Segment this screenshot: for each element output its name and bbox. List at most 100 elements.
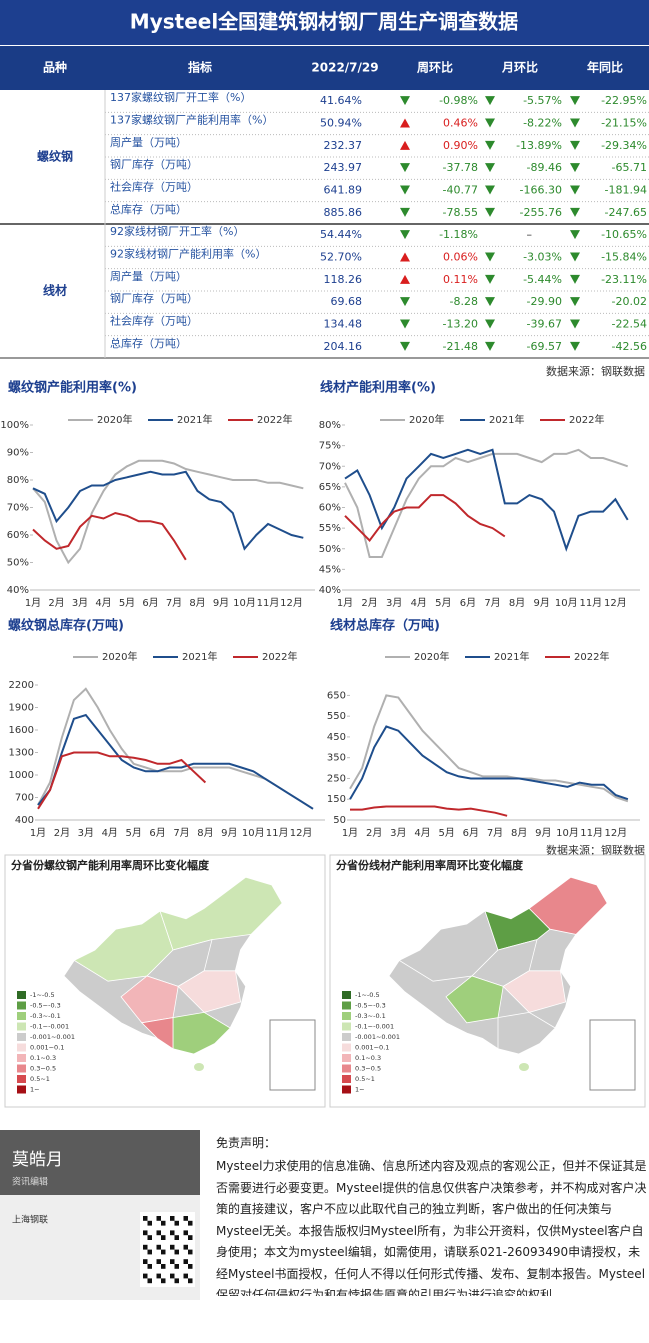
qr-cell	[188, 1264, 193, 1269]
legend-label: -1~-0.5	[355, 991, 380, 999]
y-tick-label: 80%	[319, 420, 341, 431]
y-tick-label: 2200	[9, 680, 34, 691]
x-tick-label: 10月	[556, 827, 579, 839]
arrow-down	[485, 297, 495, 307]
change: -181.94	[605, 184, 647, 197]
legend-swatch	[342, 1075, 351, 1083]
x-tick-label: 9月	[221, 827, 237, 839]
change: -21.48	[443, 340, 478, 353]
table-header	[0, 46, 649, 90]
legend-label: 0.5~1	[30, 1075, 50, 1083]
arrow-down	[570, 274, 580, 284]
qr-cell	[188, 1278, 193, 1284]
arrow-down	[570, 118, 580, 128]
x-tick-label: 2月	[48, 597, 64, 609]
qr-cell	[170, 1216, 175, 1221]
change: -37.78	[443, 161, 478, 174]
arrow-down	[570, 185, 580, 195]
indicator: 社会库存（万吨）	[110, 314, 198, 328]
arrow-down	[400, 96, 410, 106]
change: -22.95%	[601, 94, 647, 107]
arrow-down	[570, 252, 580, 262]
legend-label: -0.3~-0.1	[355, 1012, 386, 1020]
legend-swatch	[342, 1033, 351, 1041]
page-title: Mysteel全国建筑钢材钢厂周生产调查数据	[130, 10, 518, 34]
legend-swatch	[342, 1085, 351, 1094]
change: -10.65%	[601, 228, 647, 241]
qr-cell	[147, 1249, 152, 1255]
qr-cell	[143, 1259, 148, 1264]
author-name: 莫皓月	[12, 1150, 63, 1170]
arrow-down	[570, 207, 580, 217]
qr-cell	[183, 1244, 188, 1250]
value: 232.37	[324, 139, 363, 152]
arrow-down	[485, 118, 495, 128]
legend-label: 2020年	[409, 413, 444, 426]
arrow-down	[485, 140, 495, 150]
indicator: 周产量（万吨）	[110, 135, 187, 149]
legend-swatch	[17, 1054, 26, 1062]
chart-title: 线材总库存（万吨)	[330, 618, 440, 634]
change: -166.30	[520, 184, 562, 197]
change: -5.44%	[523, 273, 562, 286]
arrow-down	[400, 297, 410, 307]
column-header: 品种	[43, 60, 67, 75]
x-tick-label: 3月	[78, 827, 94, 839]
arrow-down	[400, 319, 410, 329]
value: 885.86	[324, 206, 363, 219]
value: 50.94%	[320, 117, 362, 130]
qr-cell	[143, 1230, 148, 1236]
value: 134.48	[324, 318, 363, 331]
qr-cell	[161, 1220, 166, 1226]
change: -39.67	[527, 318, 562, 331]
y-tick-label: 550	[327, 711, 346, 722]
y-tick-label: 50%	[7, 558, 29, 569]
series-line	[350, 805, 508, 817]
change: -0.98%	[439, 94, 478, 107]
qr-cell	[147, 1264, 152, 1269]
qr-cell	[188, 1220, 193, 1226]
change: -20.02	[612, 295, 647, 308]
legend-swatch	[17, 1012, 26, 1020]
legend-label: 0.3~0.5	[355, 1065, 381, 1073]
indicator: 钢厂库存（万吨）	[110, 291, 198, 305]
qr-cell	[147, 1278, 152, 1284]
y-tick-label: 50%	[319, 544, 341, 555]
qr-cell	[183, 1216, 188, 1221]
change: -22.54	[612, 318, 647, 331]
change: 0.46%	[443, 117, 478, 130]
x-tick-label: 6月	[460, 597, 476, 609]
indicator: 总库存（万吨）	[110, 336, 187, 350]
series-line	[344, 448, 629, 558]
map-region	[528, 876, 608, 935]
x-tick-label: 7月	[484, 597, 500, 609]
x-tick-label: 11月	[257, 597, 280, 609]
legend-label: -0.1~-0.001	[355, 1023, 394, 1031]
qr-cell	[156, 1244, 161, 1250]
legend-label: -0.001~0.001	[355, 1033, 400, 1041]
arrow-down	[570, 319, 580, 329]
change: -23.11%	[601, 273, 647, 286]
disclaimer: Mysteel力求使用的信息准确、信息所述内容及观点的客观公正，但并不保证其是否…	[216, 1159, 647, 1296]
y-tick-label: 45%	[319, 564, 341, 575]
legend-swatch	[342, 1001, 351, 1010]
x-tick-label: 9月	[213, 597, 229, 609]
chart-title: 螺纹钢产能利用率(%)	[8, 380, 137, 396]
arrow-down	[485, 341, 495, 351]
legend-label: 2022年	[574, 650, 609, 663]
legend-label: 2020年	[97, 413, 132, 426]
legend-label: -0.5~-0.3	[30, 1002, 61, 1010]
column-header: 月环比	[501, 60, 538, 75]
map-island	[194, 1063, 204, 1071]
x-tick-label: 12月	[604, 597, 627, 609]
x-tick-label: 6月	[463, 827, 479, 839]
change: -15.84%	[601, 251, 647, 264]
x-tick-label: 7月	[173, 827, 189, 839]
qr-cell	[147, 1235, 152, 1240]
change: -78.55	[443, 206, 478, 219]
arrow-down	[570, 341, 580, 351]
legend-label: -0.3~-0.1	[30, 1012, 61, 1020]
x-tick-label: 2月	[366, 827, 382, 839]
arrow-down	[570, 96, 580, 106]
legend-label: 0.1~0.3	[355, 1054, 381, 1062]
